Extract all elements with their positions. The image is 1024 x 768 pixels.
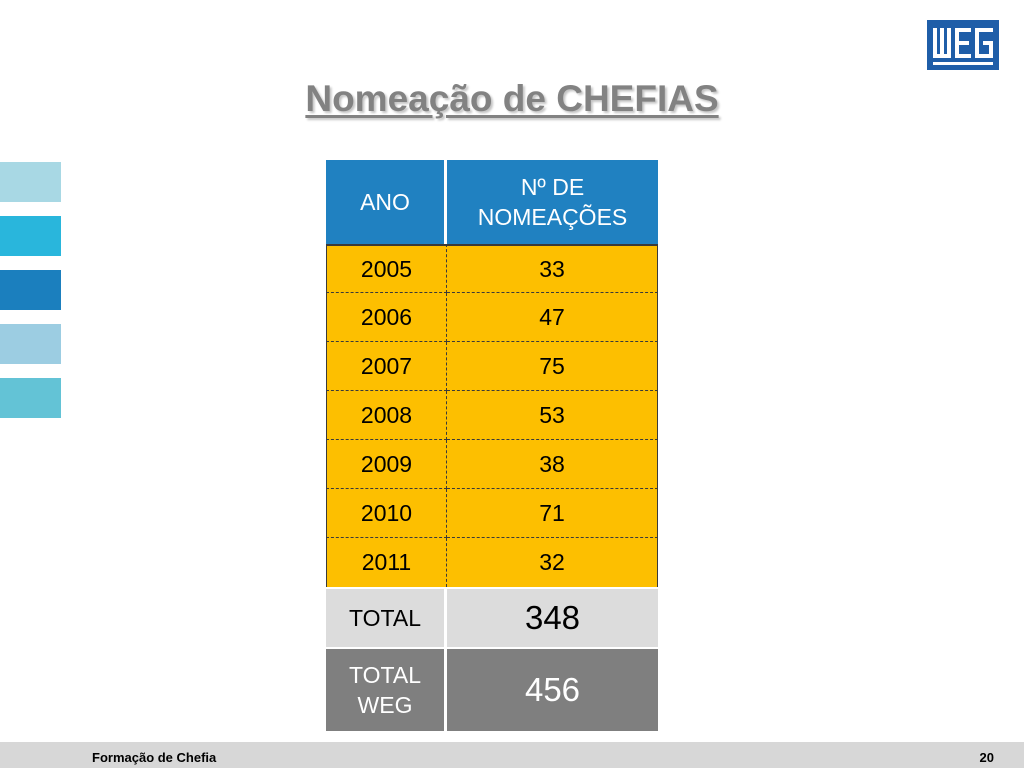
table-row: 2007 75 [326,342,658,391]
footer-text: Formação de Chefia [92,750,217,765]
count-cell: 47 [447,293,658,342]
year-cell: 2006 [326,293,447,342]
decorative-block [0,270,61,310]
table-row: 2005 33 [326,244,658,293]
decorative-block [0,162,61,202]
decorative-block [0,324,61,364]
total-weg-label: TOTAL WEG [326,649,447,731]
header-year: ANO [326,160,447,244]
total-weg-value: 456 [447,649,658,731]
year-cell: 2010 [326,489,447,538]
total-row: TOTAL 348 [326,589,658,647]
table-row: 2011 32 [326,538,658,587]
header-nominations: Nº DE NOMEAÇÕES [447,160,658,244]
total-value: 348 [447,589,658,647]
count-cell: 53 [447,391,658,440]
decorative-block [0,378,61,418]
total-weg-row: TOTAL WEG 456 [326,649,658,731]
year-cell: 2007 [326,342,447,391]
year-cell: 2005 [326,244,447,293]
slide-title: Nomeação de CHEFIAS [305,78,719,119]
table-row: 2010 71 [326,489,658,538]
page-number: 20 [979,750,994,765]
count-cell: 75 [447,342,658,391]
year-cell: 2011 [326,538,447,587]
weg-logo [927,20,999,70]
year-cell: 2009 [326,440,447,489]
table-row: 2009 38 [326,440,658,489]
nominations-table: ANO Nº DE NOMEAÇÕES 2005 33 2006 47 2007… [326,160,658,731]
table-row: 2008 53 [326,391,658,440]
count-cell: 38 [447,440,658,489]
table-row: 2006 47 [326,293,658,342]
total-label: TOTAL [326,589,447,647]
count-cell: 71 [447,489,658,538]
count-cell: 32 [447,538,658,587]
year-cell: 2008 [326,391,447,440]
decorative-block [0,216,61,256]
slide-footer: Formação de Chefia 20 [0,742,1024,768]
count-cell: 33 [447,244,658,293]
table-header-row: ANO Nº DE NOMEAÇÕES [326,160,658,244]
